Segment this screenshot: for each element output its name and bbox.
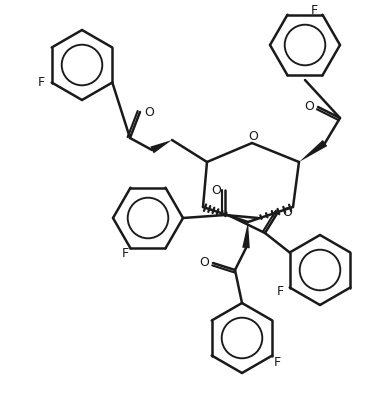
Text: O: O — [282, 206, 292, 218]
Polygon shape — [242, 222, 250, 248]
Text: F: F — [38, 76, 45, 89]
Text: O: O — [144, 106, 154, 118]
Text: F: F — [274, 356, 281, 369]
Text: O: O — [199, 256, 209, 270]
Text: O: O — [248, 131, 258, 143]
Text: F: F — [310, 4, 317, 17]
Text: O: O — [304, 100, 314, 114]
Text: F: F — [277, 285, 284, 298]
Polygon shape — [150, 140, 172, 153]
Polygon shape — [299, 140, 327, 162]
Text: F: F — [122, 247, 129, 260]
Text: O: O — [211, 183, 221, 197]
